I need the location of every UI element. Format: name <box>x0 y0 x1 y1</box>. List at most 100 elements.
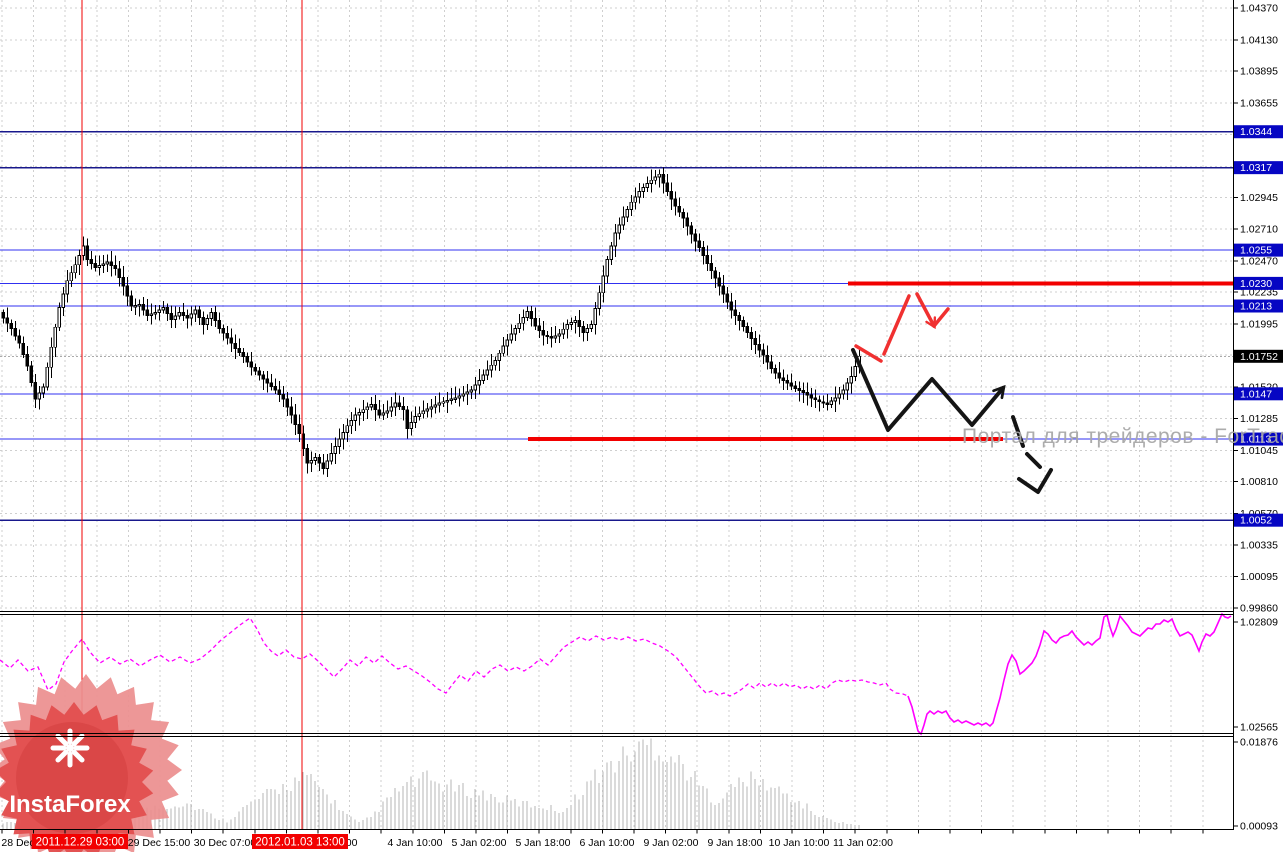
candle-body <box>717 277 722 287</box>
candle-body <box>369 404 374 408</box>
candle-body <box>221 328 226 334</box>
candle-body <box>125 285 130 297</box>
grid <box>0 0 1233 829</box>
candle-body <box>501 345 506 354</box>
candle-body <box>617 224 622 234</box>
candle-body <box>357 411 362 416</box>
candle-body <box>5 317 10 324</box>
candle-body <box>201 316 206 326</box>
candle-body <box>625 209 630 218</box>
highlighted-time-label-bg <box>252 834 348 849</box>
candle-body <box>149 313 154 316</box>
candle-body <box>25 354 30 367</box>
candle-body <box>253 366 258 372</box>
logo-flower-petal <box>55 733 69 747</box>
candle-body <box>333 445 338 455</box>
candle-body <box>709 262 714 272</box>
candle-body <box>373 404 378 411</box>
candle-body <box>397 402 402 407</box>
candle-body <box>229 337 234 344</box>
candle-body <box>305 447 310 464</box>
candle-body <box>93 262 98 268</box>
candle-body <box>745 326 750 334</box>
time-tick-label: 9 Jan 02:00 <box>644 837 699 849</box>
candle-body <box>341 431 346 440</box>
candle-body <box>601 275 606 294</box>
candle-body <box>637 191 642 198</box>
level-price-label-bg <box>1234 432 1283 446</box>
candle-body <box>21 342 26 356</box>
candle-body <box>513 328 518 335</box>
candle-body <box>241 352 246 358</box>
level-price-label: 1.0113 <box>1240 434 1271 446</box>
candle-body <box>853 365 858 377</box>
candle-body <box>113 264 118 270</box>
candle-body <box>77 255 82 266</box>
candle-body <box>705 255 710 264</box>
candle-body <box>465 391 470 395</box>
candle-body <box>377 409 382 416</box>
candle-body <box>553 335 558 339</box>
candle-body <box>817 399 822 403</box>
candle-body <box>573 320 578 324</box>
candle-body <box>681 211 686 219</box>
candle-body <box>353 414 358 421</box>
candle-body <box>461 393 466 397</box>
panel-frame <box>0 0 1238 834</box>
candle-body <box>325 460 330 469</box>
candle-body <box>673 198 678 207</box>
price-tick-label: 1.02945 <box>1240 192 1278 204</box>
candle-body <box>365 406 370 411</box>
candle-body <box>813 397 818 401</box>
time-tick-label: 5 Jan 18:00 <box>516 837 571 849</box>
price-tick-label: 1.02470 <box>1240 255 1278 267</box>
candle-body <box>257 370 262 376</box>
candle-body <box>265 378 270 384</box>
black-projection-arrow <box>1011 415 1025 448</box>
candle-body <box>53 326 58 348</box>
level-price-label-bg <box>1234 276 1283 290</box>
candle-body <box>569 322 574 326</box>
black-projection-arrow <box>851 348 1006 432</box>
candle-body <box>89 258 94 264</box>
candle-body <box>805 392 810 396</box>
candle-body <box>729 301 734 311</box>
candle-body <box>69 272 74 282</box>
candle-body <box>137 304 142 307</box>
candle-body <box>653 176 658 181</box>
candle-body <box>561 328 566 335</box>
candle-body <box>269 382 274 387</box>
candle-body <box>453 397 458 400</box>
candle-body <box>381 412 386 416</box>
time-tick-label: 5 Jan 02:00 <box>452 837 507 849</box>
candle-body <box>753 338 758 346</box>
candle-body <box>593 308 598 326</box>
candle-body <box>97 265 102 268</box>
candle-body <box>181 312 186 316</box>
candle-body <box>129 295 134 307</box>
candle-body <box>809 394 814 399</box>
candle-body <box>845 382 850 391</box>
level-price-label: 1.0255 <box>1240 245 1272 257</box>
candle-body <box>581 326 586 334</box>
candle-body <box>433 404 438 408</box>
candle-body <box>757 344 762 351</box>
candle-body <box>529 310 534 320</box>
indicator-line <box>0 612 1232 736</box>
candle-body <box>661 173 666 184</box>
candle-body <box>105 261 110 265</box>
level-price-label: 1.0213 <box>1240 301 1272 313</box>
highlighted-time-label: 2012.01.03 13:00 <box>255 837 345 849</box>
time-tick-label: 29 Dec 15:00 <box>128 837 191 849</box>
candle-body <box>829 400 834 405</box>
candle-body <box>781 377 786 381</box>
candle-body <box>597 292 602 310</box>
highlighted-time-label-bg <box>32 834 128 849</box>
price-tick-label: 1.01045 <box>1240 445 1278 457</box>
candle-body <box>9 322 14 330</box>
red-projection-arrow <box>915 292 937 330</box>
candle-body <box>293 414 298 425</box>
candle-body <box>733 309 738 316</box>
